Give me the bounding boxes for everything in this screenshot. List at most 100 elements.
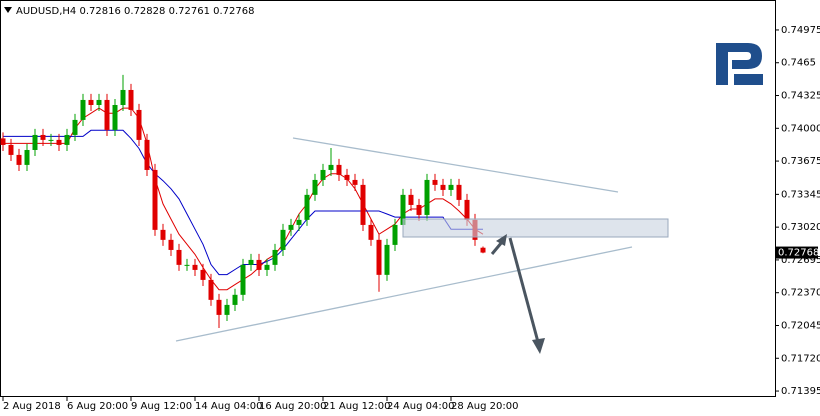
candle-body [184,264,190,266]
candle-body [112,104,118,130]
x-tick-label: 9 Aug 12:00 [131,401,192,412]
y-tick-label: 0.7465 [781,58,816,69]
open-value: 0.72816 [79,6,120,17]
candle-body [0,138,6,145]
candle-body [272,249,278,265]
logo-bowl [716,43,762,69]
candle-body [384,244,390,275]
candle-body [48,139,54,141]
candle-body [296,219,302,225]
y-tick-label: 0.73345 [781,189,820,200]
candle-body [400,194,406,225]
x-tick-label: 6 Aug 20:00 [67,401,128,412]
y-tick-label: 0.73020 [781,222,820,233]
candle-body [456,184,462,200]
trend-line [175,246,633,342]
candle-body [176,249,182,265]
candle-body [280,229,286,250]
candle-body [480,247,486,253]
candle-body [88,99,94,105]
y-tick-label: 0.74325 [781,91,820,102]
y-tick-label: 0.71720 [781,353,820,364]
candle-body [40,134,46,140]
header-arrow [4,7,12,13]
x-tick-label: 28 Aug 20:00 [451,401,518,412]
resistance-zone [402,218,669,238]
y-tick-label: 0.72695 [781,255,820,266]
candle-body [368,224,374,240]
candle-body [8,144,14,155]
close-value: 0.72768 [213,6,254,17]
candle-body [344,174,350,180]
candle-body [288,224,294,230]
candle-body [72,119,78,135]
candle-body [32,134,38,150]
high-value: 0.72828 [124,6,165,17]
y-tick-label: 0.74000 [781,123,820,134]
candle-body [144,139,150,170]
candle-body [168,239,174,250]
candle-body [96,99,102,105]
candle-body [64,134,70,145]
trend-line [292,137,619,193]
x-tick-label: 2 Aug 2018 [3,401,61,412]
candle-body [256,259,262,270]
arrowhead [496,234,507,246]
candle-body [304,194,310,220]
candle-body [440,184,446,190]
candle-body [200,269,206,280]
logo-stem [716,43,728,85]
candle-body [192,264,198,270]
plot-area [0,74,486,329]
y-tick-label: 0.72370 [781,288,820,299]
candle-body [128,89,134,110]
candle-body [216,299,222,315]
candle-body [408,194,414,205]
arrow [490,241,504,255]
candle-body [152,169,158,230]
plot-frame [0,0,776,397]
candle-body [160,229,166,240]
price-label-box [776,246,818,259]
candle-body [248,259,254,265]
candle-body [352,179,358,185]
candle-body [80,99,86,120]
candle-body [56,139,62,145]
logo-bar [734,74,763,85]
candle-body [448,184,454,190]
candle-body [424,179,430,215]
candle-body [432,179,438,185]
y-tick-label: 0.71395 [781,386,820,397]
candle-body [120,89,126,105]
candle-body [360,184,366,225]
arrowhead [532,338,545,354]
candle-body [328,164,334,170]
logo [716,43,763,85]
x-tick-label: 14 Aug 04:00 [195,401,262,412]
candle-body [464,199,470,220]
candle-body [320,169,326,180]
candle-body [104,99,110,130]
price-label: 0.72768 [778,248,819,259]
candle-body [224,304,230,315]
candle-body [264,264,270,270]
forecast-arrows [490,234,545,354]
low-value: 0.72761 [169,6,210,17]
header: AUDUSD,H4 0.72816 0.72828 0.72761 0.7276… [16,6,254,17]
symbol: AUDUSD,H4 [16,6,76,17]
y-tick-label: 0.72045 [781,320,820,331]
x-tick-label: 24 Aug 04:00 [387,401,454,412]
candle-body [208,279,214,300]
y-tick-label: 0.73675 [781,156,820,167]
candle-body [240,264,246,295]
candle-body [136,109,142,140]
candle-body [416,204,422,215]
candle-body [392,224,398,245]
x-tick-label: 16 Aug 20:00 [259,401,326,412]
arrow [508,237,540,343]
x-tick-label: 21 Aug 12:00 [323,401,390,412]
candle-body [16,154,22,165]
candle-body [376,239,382,275]
